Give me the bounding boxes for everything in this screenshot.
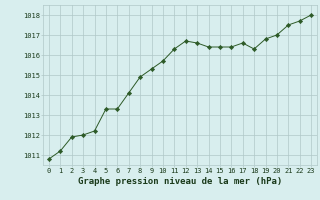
X-axis label: Graphe pression niveau de la mer (hPa): Graphe pression niveau de la mer (hPa) xyxy=(78,177,282,186)
